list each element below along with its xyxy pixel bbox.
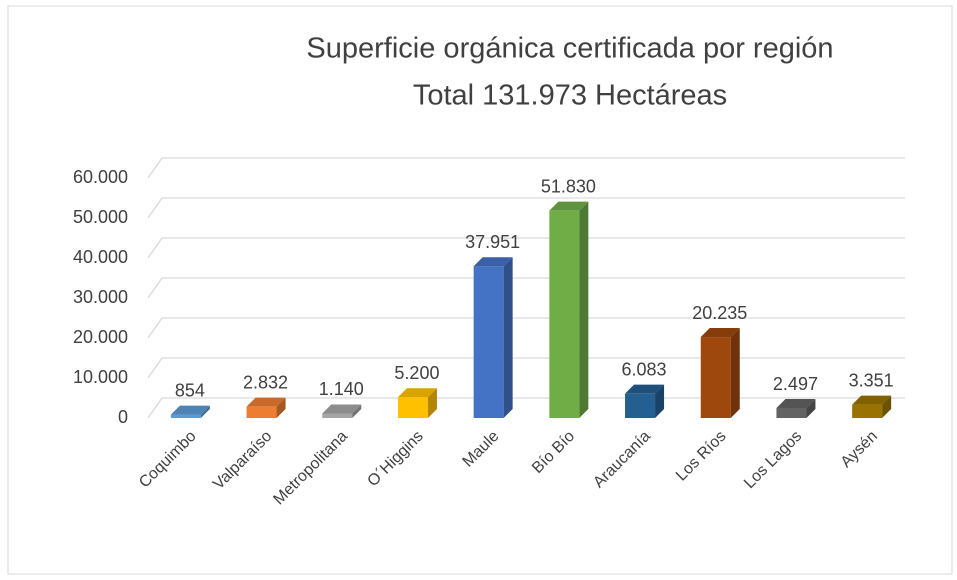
bar-side [503, 257, 513, 418]
grid-line [147, 157, 905, 179]
y-tick-label: 60.000 [73, 167, 128, 187]
value-label: 2.497 [773, 374, 818, 394]
value-label: 5.200 [394, 363, 439, 383]
bar-top [700, 328, 740, 338]
bar-side [200, 405, 210, 418]
grid-line [147, 317, 905, 339]
chart-title: Superficie orgánica certificada por regi… [306, 33, 833, 65]
bar-top [397, 388, 437, 398]
bar-front [170, 414, 201, 418]
bar-top [625, 384, 665, 394]
bar-top [473, 257, 513, 267]
grid-line [147, 197, 905, 219]
bar-front [397, 397, 428, 418]
grid-line [147, 277, 905, 299]
value-label: 51.830 [541, 176, 596, 196]
y-tick-label: 20.000 [73, 327, 128, 347]
bar-side [579, 201, 589, 418]
bar-side [427, 388, 437, 418]
bar-side [655, 384, 665, 418]
value-label: 3.351 [849, 370, 894, 390]
grid-line [147, 237, 905, 259]
value-label: 20.235 [692, 303, 747, 323]
y-tick-label: 30.000 [73, 287, 128, 307]
bar-front [625, 393, 656, 418]
bar-front [852, 404, 883, 418]
bar-side [806, 399, 816, 418]
bar-front [549, 210, 580, 418]
bar-front [700, 337, 731, 418]
bar-side [352, 404, 362, 418]
bar-side [276, 397, 286, 418]
bar-top [246, 397, 286, 407]
bar-front [776, 408, 807, 418]
bar-side [882, 395, 892, 418]
value-label: 2.832 [243, 372, 288, 392]
bar-front [473, 266, 504, 418]
grid-line [147, 357, 905, 379]
bar-top [776, 399, 816, 409]
y-tick-label: 10.000 [73, 367, 128, 387]
bar-front [246, 406, 277, 418]
value-label: 1.140 [319, 379, 364, 399]
bar-top [852, 395, 892, 405]
y-tick-label: 50.000 [73, 207, 128, 227]
bar-top [322, 404, 362, 414]
chart-subtitle: Total 131.973 Hectáreas [413, 80, 727, 112]
bar-top [549, 201, 589, 211]
bar-top [170, 405, 210, 415]
y-tick-label: 40.000 [73, 247, 128, 267]
value-label: 6.083 [622, 359, 667, 379]
bar-front [322, 413, 353, 418]
bar-side [730, 328, 740, 418]
y-tick-label: 0 [118, 407, 128, 427]
value-label: 37.951 [465, 232, 520, 252]
value-label: 854 [175, 380, 205, 400]
